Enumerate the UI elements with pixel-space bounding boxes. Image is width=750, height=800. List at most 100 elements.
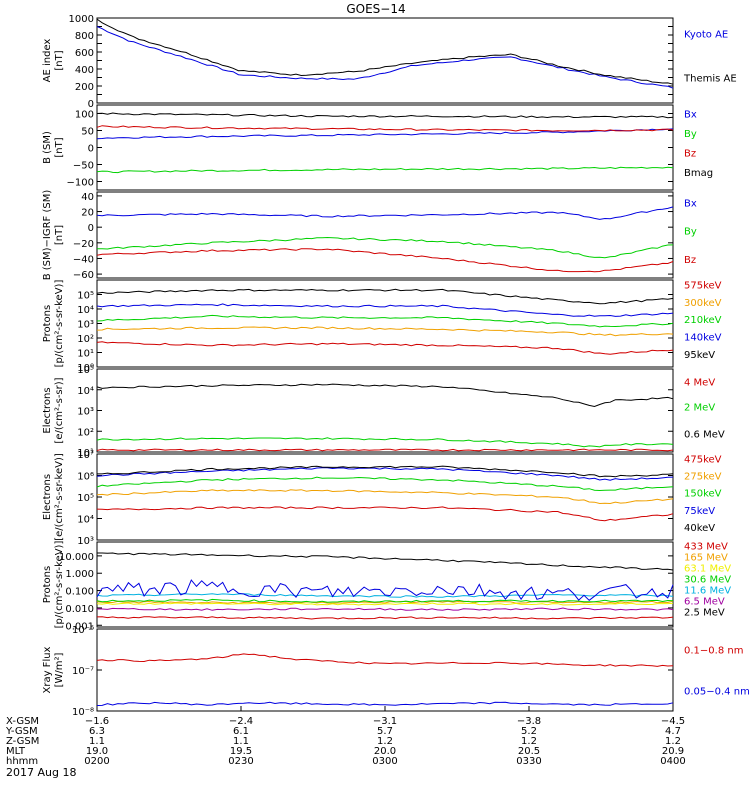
y-tick-label: 10⁻⁶ <box>72 625 94 636</box>
y-tick-label: 10⁴ <box>77 386 94 397</box>
y-axis-label: Protons <box>42 305 53 342</box>
y-axis-label: [nT] <box>54 50 65 70</box>
legend-label: 63.1 MeV <box>684 564 731 575</box>
series-line-by <box>96 166 674 174</box>
series-line-95kev <box>96 288 674 305</box>
panel-electrons_kev: 10³ 10⁴ 10⁵ 10⁶ 10⁷ Electrons [e/(cm²-s-sr-keV… <box>42 450 722 547</box>
series-line-63-1-mev <box>96 602 674 606</box>
y-tick-label: 0 <box>88 99 94 110</box>
legend-label: 140keV <box>684 333 722 344</box>
panel-frame <box>96 279 674 368</box>
x-tick-value: 0400 <box>660 756 685 767</box>
x-tick-value: −4.5 <box>661 716 685 727</box>
series-line-150kev <box>96 476 674 492</box>
x-row-label: X-GSM <box>6 716 39 727</box>
series-line-bx <box>96 128 674 140</box>
legend-label: 210keV <box>684 315 722 326</box>
legend-label: 433 MeV <box>684 541 728 552</box>
x-tick-value: −3.8 <box>517 716 541 727</box>
chart-title: GOES−14 <box>346 2 405 16</box>
series-line-11-6-mev <box>96 593 674 598</box>
panel-bsm: −100 −50 0 50 100 B (SM) [nT] Bx By Bz Bmag <box>42 104 713 191</box>
legend-label: 300keV <box>684 298 722 309</box>
y-tick-label: 1000 <box>69 14 94 25</box>
y-tick-label: 600 <box>75 48 94 59</box>
legend-label: Bx <box>684 198 697 209</box>
panel-frame <box>96 191 674 279</box>
y-tick-label: 50 <box>81 127 94 138</box>
legend-label: 40keV <box>684 523 715 534</box>
y-axis-label: B (SM)−IGRF (SM) <box>42 190 53 281</box>
y-tick-label: 10⁶ <box>77 472 94 483</box>
y-tick-label: 0 <box>88 144 94 155</box>
legend-label: 165 MeV <box>684 552 728 563</box>
panel-xray: 10⁻⁸ 10⁻⁷ 10⁻⁶ Xray Flux [W/m²] 0.1−0.8 nm 0.0… <box>42 625 750 718</box>
series-line-4-mev <box>96 448 674 452</box>
y-tick-label: 40 <box>81 192 94 203</box>
legend-label: 30.6 MeV <box>684 575 731 586</box>
y-tick-label: 10⁴ <box>77 515 94 526</box>
y-tick-label: 20 <box>81 208 94 219</box>
y-axis-label: Xray Flux <box>42 646 53 693</box>
legend-label: 0.05−0.4 nm <box>684 687 750 698</box>
x-tick-value: 1.1 <box>233 736 249 747</box>
legend-label: 0.6 MeV <box>684 430 725 441</box>
x-tick-value: 0230 <box>228 756 253 767</box>
x-tick-value: 0330 <box>516 756 541 767</box>
series-line-75kev <box>96 467 674 481</box>
y-tick-label: 10⁵ <box>77 365 94 376</box>
y-tick-label: 10³ <box>77 536 94 547</box>
y-tick-label: 10³ <box>77 407 94 418</box>
y-tick-label: 800 <box>75 31 94 42</box>
x-tick-value: −2.4 <box>229 716 253 727</box>
panel-ae: 0 200 400 600 800 1000 AE index [nT] Kyoto AE The… <box>42 14 737 110</box>
y-axis-label: Electrons <box>42 474 53 520</box>
y-tick-label: 0.010 <box>65 604 94 615</box>
y-tick-label: 1.000 <box>65 569 94 580</box>
y-tick-label: 10² <box>77 334 94 345</box>
y-tick-label: 400 <box>75 65 94 76</box>
y-axis-label: B (SM) <box>42 131 53 164</box>
y-tick-label: 0.001 <box>65 621 94 632</box>
series-line-by <box>97 236 674 259</box>
x-tick-value: 6.3 <box>89 726 105 737</box>
y-tick-label: −100 <box>67 178 94 189</box>
x-tick-value: 20.9 <box>662 746 684 757</box>
legend-label: Bz <box>684 255 696 266</box>
series-line-0-05-0-4-nm <box>96 701 674 706</box>
x-tick-value: 4.7 <box>665 726 681 737</box>
x-tick-value: 0200 <box>84 756 109 767</box>
series-line-6-5-mev <box>97 607 674 611</box>
y-tick-label: 10⁷ <box>77 450 94 461</box>
series-line-300kev <box>96 326 674 337</box>
y-axis-label: AE index <box>42 39 53 83</box>
y-tick-label: −60 <box>73 270 94 281</box>
date-label: 2017 Aug 18 <box>6 766 76 779</box>
series-line-575kev <box>96 341 674 355</box>
x-row-label: Y-GSM <box>5 726 38 737</box>
x-tick-value: −1.6 <box>85 716 109 727</box>
series-line-475kev <box>96 506 674 522</box>
y-axis-label: [nT] <box>54 225 65 245</box>
y-axis-label: [p/(cm²-s-sr-keV)] <box>54 541 65 629</box>
legend-label: 2.5 MeV <box>684 608 725 619</box>
legend-label: Bmag <box>684 168 713 179</box>
y-axis-label: [p/(cm²-s-sr-keV)] <box>54 280 65 368</box>
legend-label: 150keV <box>684 489 722 500</box>
x-tick-value: 20.0 <box>374 746 396 757</box>
y-axis-label: Electrons <box>42 387 53 433</box>
series-line-0-6-mev <box>96 383 674 408</box>
panel-frame <box>96 541 674 628</box>
y-tick-label: 10² <box>77 427 94 438</box>
y-tick-label: 200 <box>75 82 94 93</box>
series-line-165-mev <box>96 600 674 605</box>
legend-label: By <box>684 227 697 238</box>
y-axis-label: [e/(cm²-s-sr-keV)] <box>54 453 65 541</box>
series-line-bz <box>96 248 674 273</box>
y-tick-label: 10¹ <box>77 349 94 360</box>
y-axis-label: [W/m²] <box>54 652 65 687</box>
panel-frame <box>96 104 674 191</box>
y-tick-label: 10¹ <box>77 448 94 459</box>
legend-label: 575keV <box>684 280 722 291</box>
